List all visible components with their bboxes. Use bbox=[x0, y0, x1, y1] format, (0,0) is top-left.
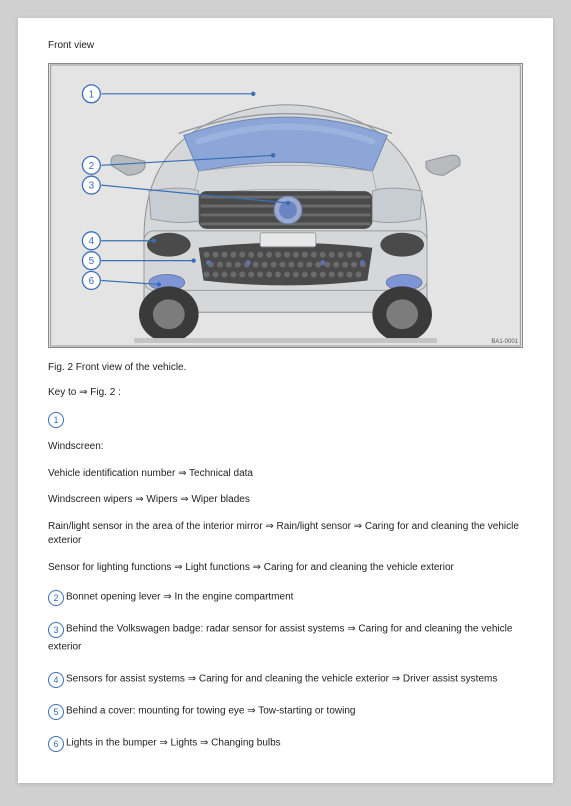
svg-text:5: 5 bbox=[89, 256, 95, 267]
section-1-heading: Windscreen: bbox=[48, 440, 523, 455]
callout-badge: 6 bbox=[48, 736, 64, 752]
key-item: 5Behind a cover: mounting for towing eye… bbox=[48, 703, 523, 721]
key-item: 2Bonnet opening lever ⇒ In the engine co… bbox=[48, 589, 523, 607]
key-item-text: Sensors for assist systems ⇒ Caring for … bbox=[66, 674, 497, 685]
section-1-line: Vehicle identification number ⇒ Technica… bbox=[48, 467, 523, 482]
key-item: 4Sensors for assist systems ⇒ Caring for… bbox=[48, 671, 523, 689]
callout-badge: 4 bbox=[48, 672, 64, 688]
callout-badge: 5 bbox=[48, 704, 64, 720]
callout-badge: 3 bbox=[48, 622, 64, 638]
svg-text:6: 6 bbox=[89, 276, 95, 287]
svg-text:1: 1 bbox=[89, 89, 95, 100]
figure-container: 1 2 3 4 5 6 BA1-0001 bbox=[48, 63, 523, 348]
figure-code: BA1-0001 bbox=[491, 339, 518, 345]
page-title: Front view bbox=[48, 40, 523, 51]
key-to-text: Key to ⇒ Fig. 2 : bbox=[48, 387, 523, 398]
section-1-line: Windscreen wipers ⇒ Wipers ⇒ Wiper blade… bbox=[48, 493, 523, 508]
document-page: Front view 1 2 3 4 5 6 BA1-0001 Fig. 2 Front … bbox=[18, 18, 553, 783]
key-item: 3Behind the Volkswagen badge: radar sens… bbox=[48, 621, 523, 657]
svg-text:2: 2 bbox=[89, 161, 95, 172]
section-1-line: Rain/light sensor in the area of the int… bbox=[48, 520, 523, 549]
svg-text:4: 4 bbox=[89, 236, 95, 247]
key-item-text: Bonnet opening lever ⇒ In the engine com… bbox=[66, 592, 293, 603]
key-item: 6Lights in the bumper ⇒ Lights ⇒ Changin… bbox=[48, 735, 523, 753]
callout-badge-1: 1 bbox=[48, 412, 64, 428]
svg-text:3: 3 bbox=[89, 181, 95, 192]
key-item-text: Behind a cover: mounting for towing eye … bbox=[66, 706, 355, 717]
key-item-text: Lights in the bumper ⇒ Lights ⇒ Changing… bbox=[66, 738, 281, 749]
figure-caption: Fig. 2 Front view of the vehicle. bbox=[48, 362, 523, 373]
section-1-line: Sensor for lighting functions ⇒ Light fu… bbox=[48, 561, 523, 576]
vehicle-front-diagram: 1 2 3 4 5 6 bbox=[49, 64, 522, 347]
callout-badge: 2 bbox=[48, 590, 64, 606]
key-item-text: Behind the Volkswagen badge: radar senso… bbox=[48, 624, 512, 653]
